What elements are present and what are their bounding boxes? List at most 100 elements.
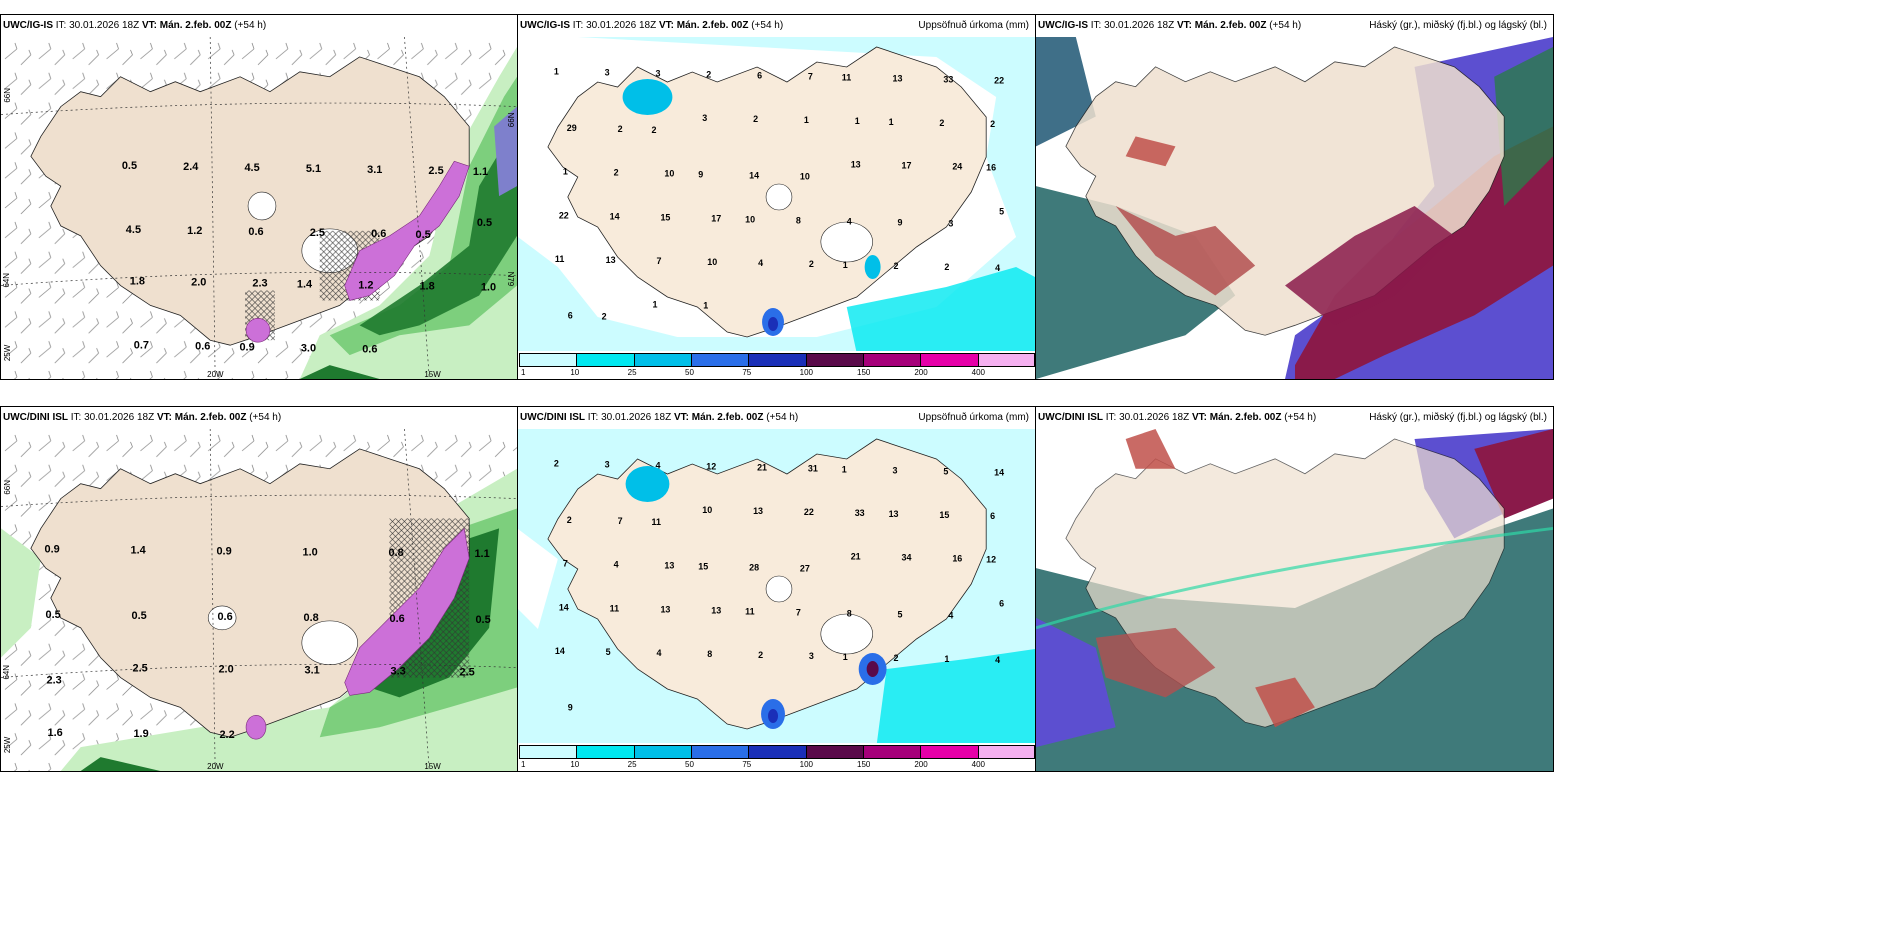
- colorbar-label: 200: [914, 368, 928, 377]
- value-label: 12: [706, 461, 716, 471]
- value-label: 0.9: [45, 543, 60, 555]
- value-label: 16: [986, 163, 996, 173]
- value-label: 1.9: [133, 728, 148, 740]
- axis-lon-label: 15W: [424, 370, 441, 379]
- panel-header: UWC/DINI ISL IT: 30.01.2026 18Z VT: Mán.…: [1, 407, 517, 429]
- value-label: 31: [808, 463, 818, 473]
- value-label: 22: [994, 75, 1004, 85]
- high-cloud: [1255, 677, 1315, 728]
- colorbar-swatch: [576, 745, 634, 759]
- value-label: 3.0: [301, 342, 316, 354]
- colorbar-label: 50: [685, 760, 694, 769]
- colorbar-label: 75: [742, 760, 752, 769]
- value-label: 15: [660, 212, 670, 222]
- value-label: 9: [698, 170, 703, 180]
- panel-header: UWC/IG-IS IT: 30.01.2026 18Z VT: Mán. 2.…: [518, 15, 1035, 37]
- colorbar-swatch: [691, 353, 749, 367]
- colorbar-swatch: [519, 745, 577, 759]
- high-cloud: [1285, 206, 1455, 326]
- wind-map-ig-is: 66N 64N 25W 20W 15W N99 N79 0.5 2.4 4.5 5.1…: [1, 37, 517, 379]
- init-time: IT: 30.01.2026 18Z: [572, 20, 657, 31]
- valid-time-label: VT:: [141, 20, 157, 31]
- value-label: 13: [660, 604, 670, 614]
- axis-lat-label: 64N: [2, 273, 11, 288]
- value-label: 0.5: [477, 217, 492, 229]
- valid-time-label: VT:: [1176, 20, 1192, 31]
- value-label: 8: [707, 649, 712, 659]
- value-label: 4: [656, 648, 661, 658]
- value-label: 3: [605, 67, 610, 77]
- panel-variable-title: Uppsöfnuð úrkoma (mm): [918, 412, 1029, 423]
- wind-magenta: [344, 160, 470, 301]
- value-label: 2: [894, 653, 899, 663]
- low-cloud-edge: [1036, 526, 1553, 630]
- value-label: 1.8: [130, 275, 145, 287]
- glacier: [207, 605, 237, 631]
- value-label: 7: [808, 71, 813, 81]
- colorbar-label: 50: [685, 368, 694, 377]
- value-label: 13: [889, 509, 899, 519]
- value-label: 6: [999, 598, 1004, 608]
- colorbar-label: 400: [971, 760, 986, 769]
- valid-time: Mán. 2.feb. 00Z: [676, 20, 749, 31]
- panel-dini-clouds: UWC/DINI ISL IT: 30.01.2026 18Z VT: Mán.…: [1035, 406, 1554, 772]
- value-label: 14: [555, 646, 565, 656]
- valid-time: Mán. 2.feb. 00Z: [691, 412, 764, 423]
- value-label: 13: [711, 605, 721, 615]
- value-label: 13: [606, 255, 616, 265]
- value-label: 6: [568, 311, 573, 321]
- precip-colorbar: 1 10 25 50 75 100 150 200 400: [518, 743, 1035, 771]
- glacier: [820, 221, 873, 263]
- value-label: 13: [753, 506, 763, 516]
- value-label: 0.6: [248, 226, 263, 238]
- value-label: 4: [614, 560, 619, 570]
- value-label: 3: [702, 113, 707, 123]
- value-label: 2.4: [183, 161, 199, 173]
- value-label: 1.1: [473, 166, 488, 178]
- value-label: 0.5: [475, 614, 490, 626]
- value-label: 11: [610, 603, 619, 613]
- value-label: 2: [618, 124, 623, 134]
- colorbar-swatch: [805, 353, 863, 367]
- colorbar-label: 150: [857, 760, 871, 769]
- model-name: UWC/DINI ISL: [1038, 412, 1103, 423]
- value-label: 7: [618, 516, 623, 526]
- panel-variable-title: Háský (gr.), miðský (fj.bl.) og lágský (…: [1369, 20, 1547, 31]
- glacier: [820, 613, 873, 655]
- valid-time-label: VT:: [1191, 412, 1207, 423]
- glacier: [765, 575, 793, 603]
- colorbar-swatch: [576, 353, 634, 367]
- value-label: 14: [994, 467, 1004, 477]
- axis-lat-label: 66N: [3, 88, 12, 103]
- value-label: 5: [943, 466, 948, 476]
- colorbar-label: 100: [799, 368, 814, 377]
- model-name: UWC/DINI ISL: [3, 412, 68, 423]
- value-label: 4.5: [126, 224, 141, 236]
- axis-lat-label: 66N: [3, 480, 12, 495]
- value-label: 2: [753, 114, 758, 124]
- value-label: 5.1: [306, 163, 321, 175]
- axis-lat-label: N79: [506, 272, 515, 287]
- value-label: 1.0: [481, 281, 496, 293]
- high-cloud: [1095, 627, 1216, 698]
- wind-shade-south: [299, 365, 380, 379]
- wind-value-labels: 0.5 2.4 4.5 5.1 3.1 2.5 1.1 4.5 1.2 0.6 2.5 0.6 0.5 0…: [122, 160, 496, 355]
- colorbar-swatch: [920, 353, 978, 367]
- value-label: 11: [651, 517, 660, 527]
- value-label: 1: [944, 654, 949, 664]
- value-label: 1: [652, 300, 657, 310]
- colorbar-label: 1: [521, 760, 526, 769]
- high-cloud: [1125, 136, 1176, 167]
- lead-time: (+54 h): [234, 20, 267, 31]
- panel-dini-wind: UWC/DINI ISL IT: 30.01.2026 18Z VT: Mán.…: [0, 406, 518, 772]
- model-name: UWC/IG-IS: [1038, 20, 1088, 31]
- value-label: 2.3: [252, 277, 267, 289]
- value-label: 17: [902, 161, 912, 171]
- panel-header: UWC/IG-IS IT: 30.01.2026 18Z VT: Mán. 2.…: [1036, 15, 1553, 37]
- value-label: 2.3: [47, 675, 62, 687]
- cloud-map-ig-is: [1036, 37, 1553, 379]
- value-label: 13: [893, 73, 903, 83]
- colorbar-swatch: [863, 353, 921, 367]
- value-label: 1.4: [297, 278, 313, 290]
- colorbar-label: 25: [627, 760, 637, 769]
